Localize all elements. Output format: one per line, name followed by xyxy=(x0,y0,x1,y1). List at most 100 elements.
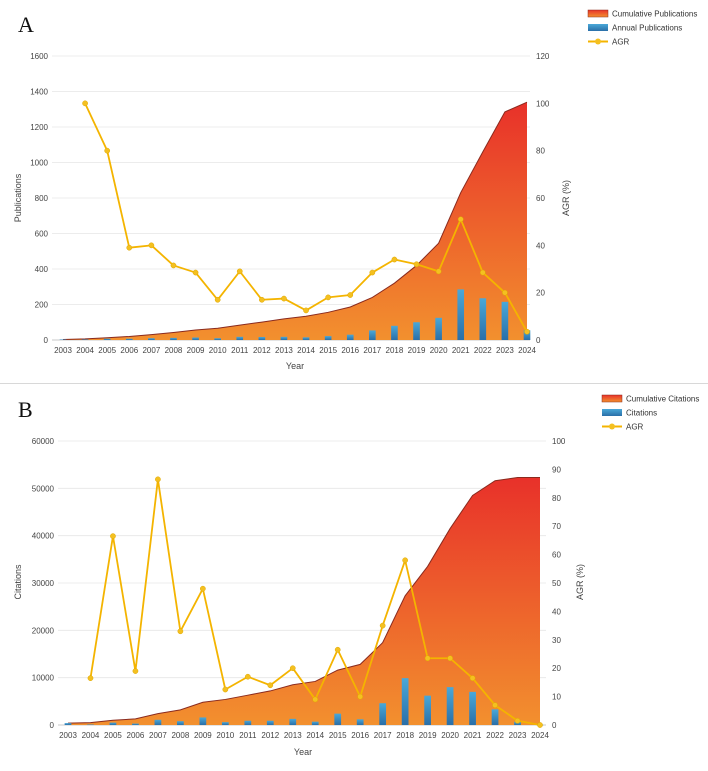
agr-point xyxy=(357,693,364,700)
y2-axis-ticks: 0 10 20 30 40 50 60 70 80 90 100 xyxy=(552,437,566,730)
y-tick-label: 1400 xyxy=(30,88,48,97)
panel-a-publications-chart: A 0 200 400 600 800 1000 1200 1400 1600 0 20 40 60 8… xyxy=(0,0,708,384)
bar xyxy=(491,709,499,725)
agr-point xyxy=(267,682,274,689)
bar xyxy=(87,724,94,726)
legend-label-citations: Citations xyxy=(626,409,657,418)
y2-tick-label: 80 xyxy=(536,147,545,156)
x-tick-label: 2013 xyxy=(284,731,302,740)
bar xyxy=(289,718,297,725)
agr-point xyxy=(281,295,287,302)
bar xyxy=(424,695,431,725)
y2-tick-label: 100 xyxy=(552,437,566,446)
bar xyxy=(132,723,139,725)
agr-point xyxy=(325,294,331,301)
cumulative-area-fill xyxy=(63,102,527,341)
legend-swatch-annual xyxy=(588,24,608,31)
y2-tick-label: 60 xyxy=(552,551,561,560)
x-tick-label: 2020 xyxy=(430,346,448,355)
x-tick-label: 2019 xyxy=(419,731,437,740)
y2-axis-title: AGR (%) xyxy=(575,564,585,600)
x-tick-label: 2013 xyxy=(275,346,293,355)
agr-point xyxy=(87,675,94,681)
x-tick-label: 2014 xyxy=(297,346,315,355)
bar xyxy=(64,723,72,725)
bar xyxy=(148,338,155,340)
y2-tick-label: 50 xyxy=(552,579,561,588)
x-tick-label: 2023 xyxy=(509,731,527,740)
x-axis-ticks: 2003 2004 2005 2006 2007 2008 2009 2010 2011 2012… xyxy=(54,346,536,355)
bar xyxy=(125,338,133,340)
y-axis-title: Citations xyxy=(13,564,23,600)
y-tick-label: 600 xyxy=(35,230,49,239)
agr-point xyxy=(192,269,199,276)
y2-tick-label: 70 xyxy=(552,522,561,531)
x-tick-label: 2016 xyxy=(351,731,369,740)
agr-point xyxy=(379,622,386,629)
x-tick-label: 2017 xyxy=(363,346,381,355)
agr-point xyxy=(524,328,530,335)
x-tick-label: 2012 xyxy=(253,346,271,355)
x-tick-label: 2009 xyxy=(194,731,212,740)
agr-point xyxy=(289,665,296,672)
agr-point xyxy=(413,261,420,268)
x-tick-label: 2008 xyxy=(171,731,189,740)
agr-point xyxy=(259,296,265,303)
y2-tick-label: 20 xyxy=(552,664,561,673)
x-tick-label: 2024 xyxy=(531,731,549,740)
agr-point xyxy=(479,269,486,276)
x-tick-label: 2005 xyxy=(98,346,116,355)
x-tick-label: 2004 xyxy=(76,346,94,355)
agr-point xyxy=(312,696,319,703)
y-tick-label: 0 xyxy=(50,721,55,730)
x-tick-label: 2021 xyxy=(464,731,482,740)
agr-point xyxy=(424,655,431,662)
bar xyxy=(170,337,177,340)
legend-label-agr: AGR xyxy=(612,38,630,47)
x-tick-label: 2004 xyxy=(82,731,100,740)
agr-point xyxy=(148,242,155,249)
bar xyxy=(379,703,387,725)
x-tick-label: 2009 xyxy=(187,346,205,355)
x-tick-label: 2008 xyxy=(165,346,183,355)
bar xyxy=(103,338,111,340)
bar xyxy=(236,336,244,340)
y-tick-label: 400 xyxy=(35,265,49,274)
agr-line xyxy=(82,100,530,335)
bar xyxy=(199,717,207,725)
x-axis-ticks: 2003 2004 2005 2006 2007 2008 2009 2010 2011 2012… xyxy=(59,731,549,740)
y-tick-label: 60000 xyxy=(32,437,55,446)
agr-point xyxy=(502,289,508,296)
bar xyxy=(391,325,398,340)
bar xyxy=(244,720,252,725)
x-axis-title: Year xyxy=(286,361,304,371)
x-tick-label: 2007 xyxy=(149,731,167,740)
y2-tick-label: 90 xyxy=(552,465,561,474)
bar xyxy=(401,678,409,725)
x-tick-label: 2006 xyxy=(120,346,138,355)
x-tick-label: 2018 xyxy=(396,731,414,740)
agr-point xyxy=(303,307,309,314)
bar xyxy=(192,337,199,340)
x-tick-label: 2011 xyxy=(239,731,257,740)
legend-swatch-citations xyxy=(602,409,622,416)
x-axis-title: Year xyxy=(294,747,312,757)
bar xyxy=(469,691,476,725)
publications-chart-svg: A 0 200 400 600 800 1000 1200 1400 1600 0 20 40 60 8… xyxy=(13,10,697,372)
x-tick-label: 2022 xyxy=(486,731,504,740)
bar xyxy=(457,289,465,340)
y-tick-label: 1600 xyxy=(30,52,48,61)
bar xyxy=(446,687,454,725)
legend: Cumulative Publications Annual Publicati… xyxy=(587,10,697,47)
x-tick-label: 2010 xyxy=(216,731,234,740)
y2-tick-label: 0 xyxy=(536,336,541,345)
y-axis-ticks: 0 10000 20000 30000 40000 50000 60000 xyxy=(32,437,55,730)
y2-tick-label: 30 xyxy=(552,636,561,645)
agr-point xyxy=(200,585,206,592)
bar xyxy=(413,322,420,340)
y-tick-label: 20000 xyxy=(32,626,55,635)
cumulative-area xyxy=(62,101,528,341)
cumulative-area-fill xyxy=(68,477,540,725)
y-tick-label: 10000 xyxy=(32,674,55,683)
bar xyxy=(258,336,266,340)
